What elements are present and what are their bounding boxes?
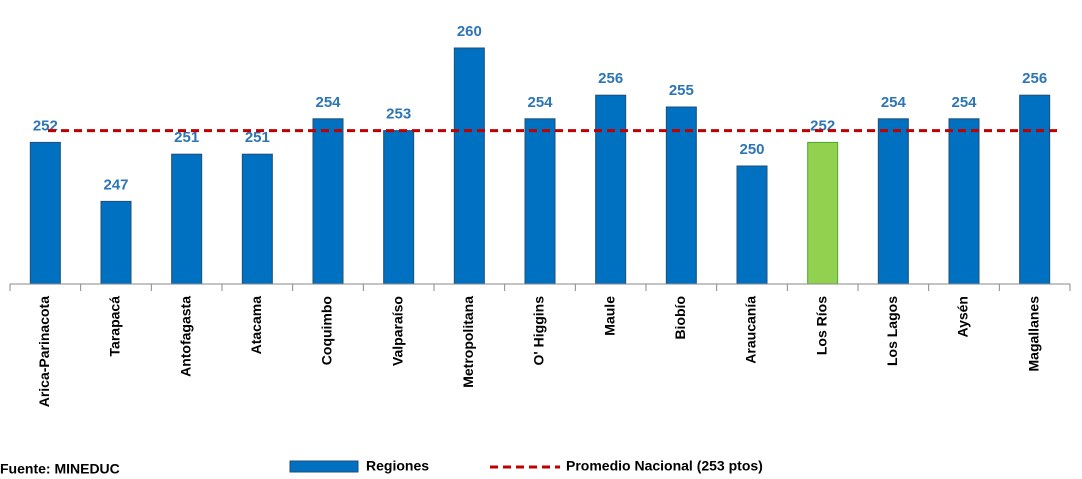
value-label: 260 [457, 23, 482, 40]
value-label: 254 [527, 94, 553, 111]
x-tick-label: Maule [601, 296, 617, 336]
x-tick-label: Antofagasta [177, 296, 193, 377]
bar [171, 153, 203, 285]
x-tick-label: Los Lagos [884, 296, 900, 366]
bar [595, 94, 627, 285]
value-label: 251 [174, 129, 199, 146]
x-tick-label: Aysén [955, 296, 971, 338]
bar [100, 200, 132, 285]
bar [807, 141, 839, 285]
legend-label: Regiones [366, 458, 429, 474]
value-label: 255 [669, 82, 694, 99]
legend-swatch [289, 460, 359, 473]
x-tick-label: Magallanes [1025, 296, 1041, 372]
x-tick-label: Araucanía [743, 296, 759, 364]
value-label: 254 [881, 94, 907, 111]
x-tick-label: Atacama [248, 296, 264, 355]
value-label: 247 [103, 176, 128, 193]
bar [241, 153, 273, 285]
bar [524, 118, 556, 285]
x-tick-label: Arica-Parinacota [36, 296, 52, 407]
x-tick-label: Tarapacá [107, 296, 123, 357]
x-tick-label: Coquimbo [319, 296, 335, 365]
value-label: 250 [739, 141, 764, 158]
value-label: 254 [315, 94, 341, 111]
value-label: 256 [1022, 70, 1047, 87]
value-label: 254 [951, 94, 977, 111]
x-tick-label: O' Higgins [531, 296, 547, 366]
bar [1019, 94, 1051, 285]
x-tick-label: Biobío [672, 296, 688, 340]
legend-label: Promedio Nacional (253 ptos) [566, 458, 763, 474]
value-label: 253 [386, 106, 411, 123]
bar [948, 118, 980, 285]
bar [312, 118, 344, 285]
x-tick-label: Metropolitana [460, 296, 476, 388]
bar [383, 130, 415, 285]
value-label: 256 [598, 70, 623, 87]
x-tick-label: Los Ríos [813, 296, 829, 355]
x-tick-label: Valparaíso [389, 296, 405, 366]
bar [877, 118, 909, 285]
bar [736, 165, 768, 285]
source: Fuente: MINEDUC [0, 461, 120, 477]
bar [665, 106, 697, 285]
bar [453, 47, 485, 285]
bar [29, 141, 61, 285]
value-label: 251 [245, 129, 270, 146]
